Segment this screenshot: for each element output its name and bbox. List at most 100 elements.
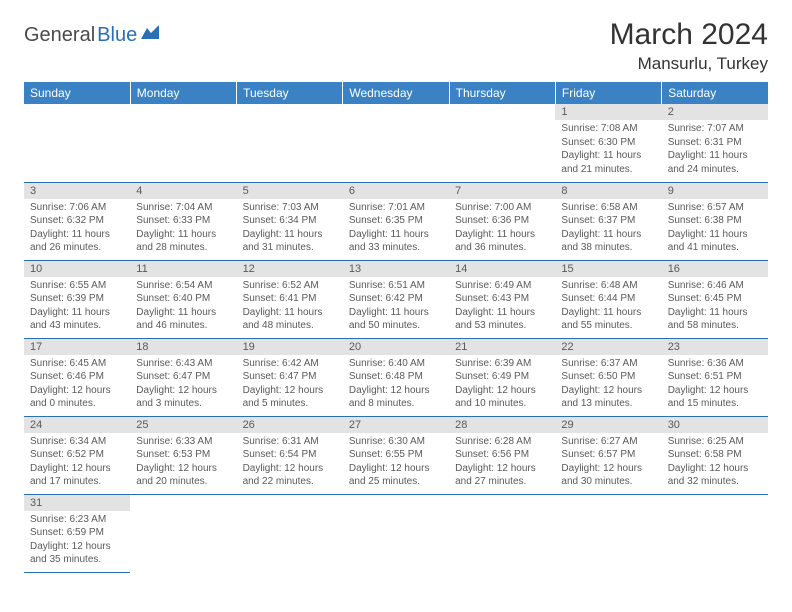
sunrise-text: Sunrise: 6:23 AM bbox=[30, 513, 124, 527]
page-header: General Blue March 2024 Mansurlu, Turkey bbox=[24, 18, 768, 74]
day-cell: 31Sunrise: 6:23 AMSunset: 6:59 PMDayligh… bbox=[24, 494, 130, 572]
day-data: Sunrise: 7:00 AMSunset: 6:36 PMDaylight:… bbox=[449, 199, 555, 259]
daylight-text: Daylight: 12 hours and 0 minutes. bbox=[30, 384, 124, 411]
sunset-text: Sunset: 6:59 PM bbox=[30, 526, 124, 540]
day-number: 14 bbox=[449, 261, 555, 277]
brand-part1: General bbox=[24, 24, 95, 47]
day-cell: 1Sunrise: 7:08 AMSunset: 6:30 PMDaylight… bbox=[555, 104, 661, 182]
week-row: 10Sunrise: 6:55 AMSunset: 6:39 PMDayligh… bbox=[24, 260, 768, 338]
location-label: Mansurlu, Turkey bbox=[610, 54, 768, 74]
day-cell bbox=[237, 104, 343, 182]
day-number: 17 bbox=[24, 339, 130, 355]
day-cell: 20Sunrise: 6:40 AMSunset: 6:48 PMDayligh… bbox=[343, 338, 449, 416]
sunrise-text: Sunrise: 6:33 AM bbox=[136, 435, 230, 449]
sunrise-text: Sunrise: 6:54 AM bbox=[136, 279, 230, 293]
day-data: Sunrise: 6:36 AMSunset: 6:51 PMDaylight:… bbox=[662, 355, 768, 415]
sunrise-text: Sunrise: 6:58 AM bbox=[561, 201, 655, 215]
sunrise-text: Sunrise: 6:48 AM bbox=[561, 279, 655, 293]
day-cell bbox=[24, 104, 130, 182]
sunrise-text: Sunrise: 6:52 AM bbox=[243, 279, 337, 293]
sunset-text: Sunset: 6:32 PM bbox=[30, 214, 124, 228]
day-data: Sunrise: 6:46 AMSunset: 6:45 PMDaylight:… bbox=[662, 277, 768, 337]
day-number: 11 bbox=[130, 261, 236, 277]
day-cell: 21Sunrise: 6:39 AMSunset: 6:49 PMDayligh… bbox=[449, 338, 555, 416]
day-cell: 6Sunrise: 7:01 AMSunset: 6:35 PMDaylight… bbox=[343, 182, 449, 260]
sunset-text: Sunset: 6:34 PM bbox=[243, 214, 337, 228]
daylight-text: Daylight: 11 hours and 33 minutes. bbox=[349, 228, 443, 255]
daylight-text: Daylight: 11 hours and 31 minutes. bbox=[243, 228, 337, 255]
day-cell bbox=[343, 104, 449, 182]
sunset-text: Sunset: 6:47 PM bbox=[243, 370, 337, 384]
sunrise-text: Sunrise: 6:55 AM bbox=[30, 279, 124, 293]
daylight-text: Daylight: 12 hours and 35 minutes. bbox=[30, 540, 124, 567]
daylight-text: Daylight: 12 hours and 20 minutes. bbox=[136, 462, 230, 489]
day-data: Sunrise: 6:48 AMSunset: 6:44 PMDaylight:… bbox=[555, 277, 661, 337]
sunrise-text: Sunrise: 6:27 AM bbox=[561, 435, 655, 449]
sunset-text: Sunset: 6:47 PM bbox=[136, 370, 230, 384]
day-cell: 30Sunrise: 6:25 AMSunset: 6:58 PMDayligh… bbox=[662, 416, 768, 494]
daylight-text: Daylight: 12 hours and 25 minutes. bbox=[349, 462, 443, 489]
sunset-text: Sunset: 6:33 PM bbox=[136, 214, 230, 228]
day-data: Sunrise: 6:25 AMSunset: 6:58 PMDaylight:… bbox=[662, 433, 768, 493]
day-number: 19 bbox=[237, 339, 343, 355]
day-cell: 9Sunrise: 6:57 AMSunset: 6:38 PMDaylight… bbox=[662, 182, 768, 260]
day-cell: 25 Sunrise: 6:33 AMSunset: 6:53 PMDayligh… bbox=[130, 416, 236, 494]
sunset-text: Sunset: 6:52 PM bbox=[30, 448, 124, 462]
day-number: 6 bbox=[343, 183, 449, 199]
day-cell: 3Sunrise: 7:06 AMSunset: 6:32 PMDaylight… bbox=[24, 182, 130, 260]
day-cell bbox=[130, 494, 236, 572]
day-data: Sunrise: 6:40 AMSunset: 6:48 PMDaylight:… bbox=[343, 355, 449, 415]
day-number: 22 bbox=[555, 339, 661, 355]
sunrise-text: Sunrise: 6:43 AM bbox=[136, 357, 230, 371]
sunrise-text: Sunrise: 7:06 AM bbox=[30, 201, 124, 215]
sunset-text: Sunset: 6:30 PM bbox=[561, 136, 655, 150]
day-cell: 22Sunrise: 6:37 AMSunset: 6:50 PMDayligh… bbox=[555, 338, 661, 416]
sunset-text: Sunset: 6:58 PM bbox=[668, 448, 762, 462]
day-cell: 23Sunrise: 6:36 AMSunset: 6:51 PMDayligh… bbox=[662, 338, 768, 416]
day-data: Sunrise: 6:45 AMSunset: 6:46 PMDaylight:… bbox=[24, 355, 130, 415]
sunset-text: Sunset: 6:36 PM bbox=[455, 214, 549, 228]
brand-logo: General Blue bbox=[24, 24, 161, 47]
day-cell: 2Sunrise: 7:07 AMSunset: 6:31 PMDaylight… bbox=[662, 104, 768, 182]
day-data: Sunrise: 6:58 AMSunset: 6:37 PMDaylight:… bbox=[555, 199, 661, 259]
day-cell: 8Sunrise: 6:58 AMSunset: 6:37 PMDaylight… bbox=[555, 182, 661, 260]
sunrise-text: Sunrise: 7:03 AM bbox=[243, 201, 337, 215]
sunset-text: Sunset: 6:57 PM bbox=[561, 448, 655, 462]
daylight-text: Daylight: 11 hours and 43 minutes. bbox=[30, 306, 124, 333]
daylight-text: Daylight: 11 hours and 38 minutes. bbox=[561, 228, 655, 255]
dow-friday: Friday bbox=[555, 82, 661, 104]
daylight-text: Daylight: 11 hours and 53 minutes. bbox=[455, 306, 549, 333]
dow-saturday: Saturday bbox=[662, 82, 768, 104]
day-cell bbox=[343, 494, 449, 572]
day-data: Sunrise: 6:49 AMSunset: 6:43 PMDaylight:… bbox=[449, 277, 555, 337]
sunset-text: Sunset: 6:53 PM bbox=[136, 448, 230, 462]
dow-thursday: Thursday bbox=[449, 82, 555, 104]
dow-wednesday: Wednesday bbox=[343, 82, 449, 104]
day-cell: 4Sunrise: 7:04 AMSunset: 6:33 PMDaylight… bbox=[130, 182, 236, 260]
day-data bbox=[662, 495, 768, 501]
week-row: 24Sunrise: 6:34 AMSunset: 6:52 PMDayligh… bbox=[24, 416, 768, 494]
sunrise-text: Sunrise: 7:08 AM bbox=[561, 122, 655, 136]
sunrise-text: Sunrise: 6:42 AM bbox=[243, 357, 337, 371]
day-data: Sunrise: 6:27 AMSunset: 6:57 PMDaylight:… bbox=[555, 433, 661, 493]
sunset-text: Sunset: 6:44 PM bbox=[561, 292, 655, 306]
daylight-text: Daylight: 11 hours and 41 minutes. bbox=[668, 228, 762, 255]
day-number: 24 bbox=[24, 417, 130, 433]
daylight-text: Daylight: 12 hours and 5 minutes. bbox=[243, 384, 337, 411]
day-number: 25 bbox=[130, 417, 236, 433]
day-number: 23 bbox=[662, 339, 768, 355]
sunset-text: Sunset: 6:45 PM bbox=[668, 292, 762, 306]
sunrise-text: Sunrise: 6:31 AM bbox=[243, 435, 337, 449]
day-number: 8 bbox=[555, 183, 661, 199]
sunset-text: Sunset: 6:56 PM bbox=[455, 448, 549, 462]
sunset-text: Sunset: 6:38 PM bbox=[668, 214, 762, 228]
day-number: 12 bbox=[237, 261, 343, 277]
day-cell bbox=[237, 494, 343, 572]
week-row: 1Sunrise: 7:08 AMSunset: 6:30 PMDaylight… bbox=[24, 104, 768, 182]
day-cell bbox=[449, 494, 555, 572]
sunrise-text: Sunrise: 6:28 AM bbox=[455, 435, 549, 449]
day-cell: 15Sunrise: 6:48 AMSunset: 6:44 PMDayligh… bbox=[555, 260, 661, 338]
day-number: 27 bbox=[343, 417, 449, 433]
daylight-text: Daylight: 12 hours and 10 minutes. bbox=[455, 384, 549, 411]
day-number: 26 bbox=[237, 417, 343, 433]
